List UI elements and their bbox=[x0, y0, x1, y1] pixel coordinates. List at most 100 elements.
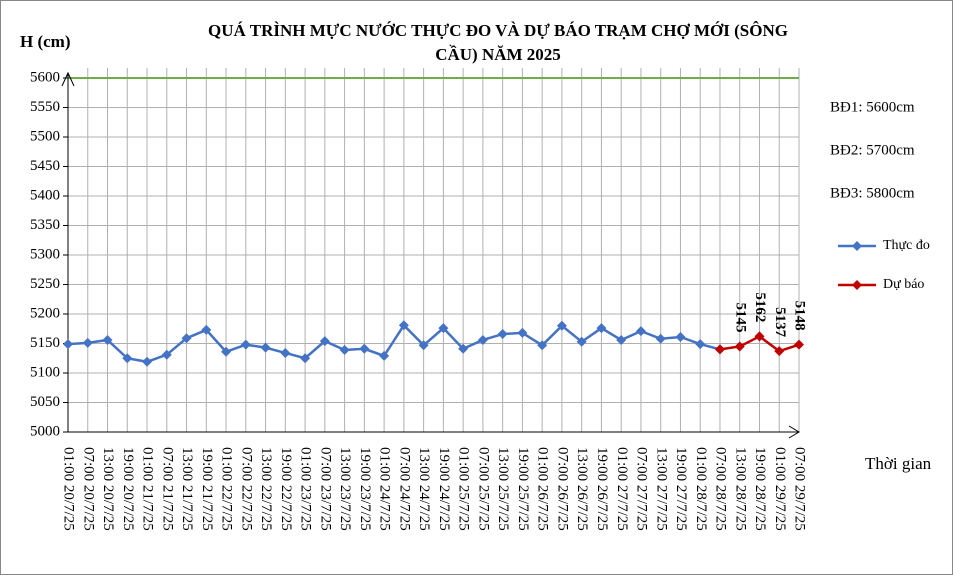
y-axis-arrow bbox=[61, 71, 75, 87]
x-tick-label: 01:00 25/7/25 bbox=[456, 447, 472, 531]
y-tick-label: 5050 bbox=[30, 394, 60, 410]
legend-marker bbox=[852, 280, 862, 290]
x-tick-label: 01:00 24/7/25 bbox=[377, 447, 393, 531]
x-tick-label: 19:00 20/7/25 bbox=[120, 447, 136, 531]
y-tick-label: 5300 bbox=[30, 246, 60, 262]
data-label: 5145 bbox=[732, 302, 748, 332]
data-point bbox=[102, 334, 113, 345]
x-tick-label: 07:00 27/7/25 bbox=[634, 447, 650, 531]
data-point bbox=[734, 341, 745, 352]
data-point bbox=[379, 350, 390, 361]
x-tick-label: 19:00 27/7/25 bbox=[673, 447, 689, 531]
x-tick-label: 13:00 26/7/25 bbox=[574, 447, 590, 531]
legend-label: Dự báo bbox=[883, 277, 924, 292]
data-point bbox=[161, 349, 172, 360]
data-point bbox=[675, 332, 686, 343]
x-tick-label: 19:00 22/7/25 bbox=[278, 447, 294, 531]
data-point bbox=[655, 333, 666, 344]
x-tick-label: 01:00 20/7/25 bbox=[61, 447, 77, 531]
x-tick-label: 07:00 21/7/25 bbox=[159, 447, 175, 531]
data-point bbox=[596, 323, 607, 334]
data-label: 5148 bbox=[792, 301, 808, 331]
x-tick-label: 07:00 24/7/25 bbox=[396, 447, 412, 531]
x-tick-label: 07:00 23/7/25 bbox=[317, 447, 333, 531]
y-axis-label: H (cm) bbox=[20, 32, 71, 51]
x-tick-label: 07:00 26/7/25 bbox=[554, 447, 570, 531]
x-tick-label: 19:00 26/7/25 bbox=[594, 447, 610, 531]
x-tick-label: 01:00 26/7/25 bbox=[535, 447, 551, 531]
x-axis-arrow bbox=[788, 425, 800, 439]
x-tick-label: 07:00 29/7/25 bbox=[792, 447, 808, 531]
data-point bbox=[556, 320, 567, 331]
x-tick-label: 19:00 21/7/25 bbox=[199, 447, 215, 531]
y-tick-label: 5600 bbox=[30, 69, 60, 85]
data-point bbox=[418, 340, 429, 351]
data-point bbox=[82, 337, 93, 348]
legend-label: Thực đo bbox=[883, 238, 930, 253]
data-point bbox=[517, 327, 528, 338]
data-point bbox=[63, 339, 73, 350]
x-tick-label: 01:00 23/7/25 bbox=[298, 447, 314, 531]
x-tick-label: 13:00 28/7/25 bbox=[732, 447, 748, 531]
data-point bbox=[458, 343, 469, 354]
y-tick-label: 5250 bbox=[30, 276, 60, 292]
data-point bbox=[359, 343, 370, 354]
data-point bbox=[300, 353, 311, 364]
data-point bbox=[181, 333, 192, 344]
legend-marker bbox=[852, 241, 862, 251]
y-tick-label: 5400 bbox=[30, 187, 60, 203]
annotation: BĐ1: 5600cm bbox=[830, 99, 915, 115]
annotation: BĐ3: 5800cm bbox=[830, 185, 915, 201]
data-point bbox=[260, 342, 271, 353]
data-point bbox=[398, 320, 409, 331]
x-axis-label: Thời gian bbox=[865, 454, 932, 473]
data-point bbox=[477, 334, 488, 345]
x-tick-label: 07:00 28/7/25 bbox=[713, 447, 729, 531]
x-tick-label: 13:00 25/7/25 bbox=[495, 447, 511, 531]
y-tick-label: 5500 bbox=[30, 128, 60, 144]
data-label: 5162 bbox=[752, 292, 768, 322]
data-point bbox=[616, 334, 627, 345]
x-tick-label: 13:00 27/7/25 bbox=[653, 447, 669, 531]
x-tick-label: 19:00 25/7/25 bbox=[515, 447, 531, 531]
data-point bbox=[695, 339, 706, 350]
data-point bbox=[576, 336, 587, 347]
x-tick-label: 01:00 27/7/25 bbox=[614, 447, 630, 531]
data-point bbox=[240, 339, 251, 350]
data-point bbox=[497, 329, 508, 340]
data-point bbox=[280, 347, 291, 358]
x-tick-label: 13:00 22/7/25 bbox=[258, 447, 274, 531]
y-tick-label: 5450 bbox=[30, 158, 60, 174]
y-tick-label: 5200 bbox=[30, 305, 60, 321]
x-tick-label: 01:00 21/7/25 bbox=[140, 447, 156, 531]
x-tick-label: 13:00 20/7/25 bbox=[100, 447, 116, 531]
data-point bbox=[774, 346, 785, 357]
data-point bbox=[201, 324, 212, 335]
x-tick-label: 01:00 28/7/25 bbox=[693, 447, 709, 531]
data-point bbox=[122, 353, 133, 364]
chart-title: QUÁ TRÌNH MỰC NƯỚC THỰC ĐO VÀ DỰ BÁO TRẠ… bbox=[208, 21, 788, 64]
data-point bbox=[537, 340, 548, 351]
y-tick-label: 5150 bbox=[30, 335, 60, 351]
data-point bbox=[142, 356, 153, 367]
x-tick-label: 07:00 22/7/25 bbox=[238, 447, 254, 531]
x-tick-label: 13:00 24/7/25 bbox=[416, 447, 432, 531]
data-point bbox=[438, 323, 449, 334]
y-tick-label: 5550 bbox=[30, 99, 60, 115]
annotation: BĐ2: 5700cm bbox=[830, 142, 915, 158]
x-tick-label: 19:00 23/7/25 bbox=[357, 447, 373, 531]
data-point bbox=[754, 331, 765, 342]
x-tick-label: 07:00 20/7/25 bbox=[80, 447, 96, 531]
series-line bbox=[67, 323, 721, 364]
x-tick-label: 01:00 22/7/25 bbox=[219, 447, 235, 531]
data-label: 5137 bbox=[772, 307, 788, 338]
x-tick-label: 13:00 23/7/25 bbox=[337, 447, 353, 531]
data-point bbox=[339, 344, 350, 355]
y-tick-label: 5100 bbox=[30, 364, 60, 380]
y-tick-label: 5000 bbox=[30, 423, 60, 439]
data-point bbox=[635, 326, 646, 337]
x-tick-label: 01:00 29/7/25 bbox=[772, 447, 788, 531]
